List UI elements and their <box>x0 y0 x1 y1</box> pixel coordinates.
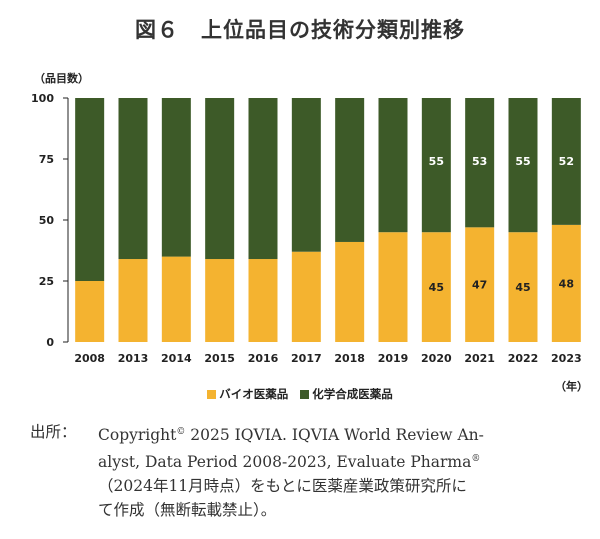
stacked-bar-chart: 0 25 50 75 100 2008 2013 2014 2015 2016 2017 2018 20… <box>31 92 582 365</box>
bar-bio-2023 <box>551 224 581 342</box>
x-tick-label-2022: 2022 <box>508 352 539 365</box>
bar-chem-2015 <box>205 98 235 260</box>
x-tick-label-2008: 2008 <box>74 352 105 365</box>
bar-bio-2014 <box>161 256 191 342</box>
source-line-1: Copyright© 2025 IQVIA. IQVIA World Revie… <box>98 426 484 445</box>
x-tick-label-2015: 2015 <box>204 352 235 365</box>
bar-chem-2016 <box>248 98 278 260</box>
data-label-bio-2023: 48 <box>559 277 574 290</box>
x-tick-label-2016: 2016 <box>248 352 279 365</box>
y-tick-label: 50 <box>39 214 55 227</box>
bar-chem-2014 <box>161 98 191 257</box>
y-axis-unit-label: （品目数） <box>34 72 89 85</box>
x-tick-label-2020: 2020 <box>421 352 452 365</box>
bar-bio-2017 <box>291 251 321 342</box>
source-head: 出所： <box>30 423 77 441</box>
data-label-chem-2020: 55 <box>429 155 444 168</box>
bar-bio-2008 <box>75 281 105 342</box>
x-tick-label-2017: 2017 <box>291 352 322 365</box>
y-tick-label: 25 <box>39 275 54 288</box>
bar-bio-2020 <box>421 232 451 342</box>
source-line-2: alyst, Data Period 2008-2023, Evaluate P… <box>98 453 481 472</box>
data-label-chem-2022: 55 <box>515 155 530 168</box>
bar-chem-2018 <box>335 98 365 242</box>
source-line-4: て作成（無断転載禁止）。 <box>98 501 277 520</box>
x-tick-label-2023: 2023 <box>551 352 582 365</box>
source-text: Copyright© 2025 IQVIA. IQVIA World Revie… <box>98 420 595 522</box>
y-tick-label: 100 <box>31 92 54 105</box>
bar-bio-2013 <box>118 259 148 342</box>
x-tick-label-2021: 2021 <box>464 352 495 365</box>
legend-swatch-bio <box>207 389 217 399</box>
bar-bio-2015 <box>205 259 235 342</box>
legend-item-chem: 化学合成医薬品 <box>300 386 393 402</box>
bar-bio-2018 <box>335 241 365 342</box>
bar-chem-2020 <box>421 98 451 233</box>
legend-label-chem: 化学合成医薬品 <box>312 387 393 401</box>
x-axis-unit-label: （年） <box>555 380 588 393</box>
legend-label-bio: バイオ医薬品 <box>219 387 289 401</box>
bar-chem-2017 <box>291 98 321 252</box>
data-label-chem-2021: 53 <box>472 155 487 168</box>
bar-chem-2008 <box>75 98 105 281</box>
bar-bio-2022 <box>508 232 538 342</box>
data-label-chem-2023: 52 <box>559 155 574 168</box>
legend: バイオ医薬品 化学合成医薬品 <box>0 386 600 402</box>
x-tick-label-2013: 2013 <box>118 352 149 365</box>
bar-bio-2019 <box>378 232 408 342</box>
x-tick-label-2018: 2018 <box>334 352 365 365</box>
source-line-3: （2024年11月時点）をもとに医薬産業政策研究所に <box>98 477 467 496</box>
bar-chem-2019 <box>378 98 408 233</box>
x-tick-label-2019: 2019 <box>378 352 409 365</box>
bar-chem-2022 <box>508 98 538 233</box>
data-label-bio-2022: 45 <box>515 281 530 294</box>
source-note: 出所： Copyright© 2025 IQVIA. IQVIA World R… <box>30 420 595 522</box>
bar-chem-2021 <box>465 98 495 228</box>
bar-bio-2016 <box>248 259 278 342</box>
data-label-bio-2021: 47 <box>472 279 487 292</box>
bar-chem-2013 <box>118 98 148 260</box>
y-tick-label: 0 <box>46 336 54 349</box>
bar-chem-2023 <box>551 98 581 225</box>
legend-item-bio: バイオ医薬品 <box>207 386 288 402</box>
chart-title: 図６ 上位品目の技術分類別推移 <box>135 18 465 42</box>
y-tick-label: 75 <box>39 153 54 166</box>
legend-swatch-chem <box>300 389 310 399</box>
x-tick-label-2014: 2014 <box>161 352 192 365</box>
bar-bio-2021 <box>465 227 495 342</box>
data-label-bio-2020: 45 <box>429 281 444 294</box>
